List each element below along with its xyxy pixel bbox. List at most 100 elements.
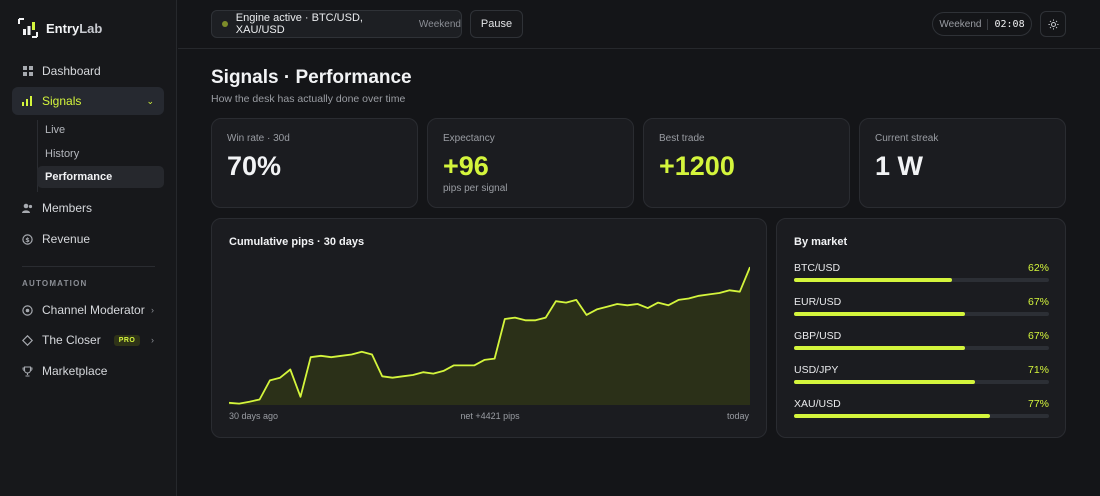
brand-name-rest: Lab xyxy=(79,20,103,36)
sidebar-item-label: Signals xyxy=(42,94,82,108)
stat-value: +1200 xyxy=(659,151,735,181)
market-row: USD/JPY 71% xyxy=(794,364,1049,388)
theme-toggle-button[interactable] xyxy=(1040,11,1066,37)
market-row: XAU/USD 77% xyxy=(794,398,1049,422)
chevron-right-icon: › xyxy=(151,305,154,315)
cumulative-pips-card: Cumulative pips · 30 days 30 days ago ne… xyxy=(211,218,767,438)
market-win-pct: 77% xyxy=(1027,398,1049,410)
subnav-item-live[interactable]: Live xyxy=(37,119,164,141)
market-bar-track xyxy=(794,312,1049,316)
stat-value: +96 xyxy=(443,151,489,181)
subnav-label: History xyxy=(45,148,80,160)
clock-divider xyxy=(987,18,989,30)
chart-series-line xyxy=(229,266,750,405)
svg-text:$: $ xyxy=(25,236,30,244)
sidebar-item-members[interactable]: Members xyxy=(12,194,164,222)
market-bar-fill xyxy=(794,414,991,418)
session-label: Weekend xyxy=(939,18,982,30)
brand-name-bold: Entry xyxy=(46,20,80,36)
sidebar-divider xyxy=(22,266,155,267)
chevron-right-icon: › xyxy=(151,335,154,345)
stat-label: Expectancy xyxy=(443,133,495,144)
automation-section-label: AUTOMATION xyxy=(22,279,88,288)
subnav-item-performance[interactable]: Performance xyxy=(37,166,164,188)
stat-label: Best trade xyxy=(659,133,705,144)
market-win-pct: 71% xyxy=(1027,364,1049,376)
market-row: BTC/USD 62% xyxy=(794,262,1049,286)
sidebar-item-signals[interactable]: Signals ⌄ xyxy=(12,87,164,115)
market-bar-fill xyxy=(794,380,976,384)
stat-card-expectancy: Expectancy +96 pips per signal xyxy=(427,118,634,208)
subnav-label: Performance xyxy=(45,171,113,183)
stat-card-best-trade: Best trade +1200 xyxy=(643,118,850,208)
pro-badge: PRO xyxy=(113,334,141,346)
grid-icon xyxy=(22,66,33,77)
cumulative-pips-chart xyxy=(229,266,750,405)
sidebar-item-revenue[interactable]: $ Revenue xyxy=(12,225,164,253)
page-title: Signals · Performance xyxy=(211,67,412,88)
sidebar-item-channel-moderator[interactable]: Channel Moderator › xyxy=(12,296,164,324)
top-bar: Engine active · BTC/USD, XAU/USD Weekend… xyxy=(178,0,1100,49)
users-icon xyxy=(22,203,33,214)
diamond-icon xyxy=(22,334,33,346)
bar-chart-icon xyxy=(22,96,33,107)
market-win-pct: 67% xyxy=(1027,296,1049,308)
market-name: USD/JPY xyxy=(794,364,839,376)
entrylab-logo-icon xyxy=(18,18,38,38)
chart-area-fill xyxy=(229,267,750,405)
by-market-card: By market BTC/USD 62% EUR/USD 67% GBP/USD 67%… xyxy=(776,218,1066,438)
x-axis-start-label: 30 days ago xyxy=(229,411,279,421)
x-axis-net-label: net +4421 pips xyxy=(460,411,520,421)
market-name: BTC/USD xyxy=(794,262,841,274)
market-name: XAU/USD xyxy=(794,398,841,410)
market-row: EUR/USD 67% xyxy=(794,296,1049,320)
market-bar-track xyxy=(794,414,1049,418)
session-clock-pill: Weekend 02:08 xyxy=(932,12,1032,36)
engine-session-tag: Weekend xyxy=(418,18,461,30)
chevron-down-icon: ⌄ xyxy=(146,95,154,106)
sidebar-item-marketplace[interactable]: Marketplace xyxy=(12,357,164,385)
circle-dot-icon xyxy=(22,304,33,316)
sidebar-item-label: Dashboard xyxy=(42,64,101,78)
status-dot-icon xyxy=(222,21,228,27)
market-bar-fill xyxy=(794,312,965,316)
engine-status-text: Engine active · BTC/USD, XAU/USD xyxy=(235,12,363,36)
sidebar-item-label: Members xyxy=(42,201,93,215)
sidebar-item-label: Marketplace xyxy=(42,364,108,378)
subnav-item-history[interactable]: History xyxy=(37,143,164,165)
subnav-label: Live xyxy=(45,124,66,136)
stat-card-current-streak: Current streak 1 W xyxy=(859,118,1066,208)
chart-title: Cumulative pips · 30 days xyxy=(229,236,365,248)
sidebar-item-label: The Closer xyxy=(42,333,101,347)
stat-value: 70% xyxy=(227,151,282,181)
market-bar-fill xyxy=(794,346,965,350)
market-bar-fill xyxy=(794,278,953,282)
sidebar-item-label: Channel Moderator xyxy=(42,303,145,317)
stat-label: Win rate · 30d xyxy=(227,133,290,144)
stat-label: Current streak xyxy=(875,133,939,144)
market-bar-track xyxy=(794,346,1049,350)
market-row: GBP/USD 67% xyxy=(794,330,1049,354)
sun-icon xyxy=(1048,19,1058,29)
trophy-icon xyxy=(22,365,33,377)
brand-logo[interactable]: EntryLab xyxy=(17,17,102,39)
sidebar-item-the-closer[interactable]: The Closer PRO › xyxy=(12,326,164,354)
sidebar: EntryLab Dashboard Signals ⌄ Live Histor… xyxy=(0,0,177,496)
stat-card-win-rate: Win rate · 30d 70% xyxy=(211,118,418,208)
page-subtitle: How the desk has actually done over time xyxy=(211,93,406,105)
market-win-pct: 62% xyxy=(1027,262,1049,274)
session-clock: 02:08 xyxy=(994,18,1025,30)
market-name: EUR/USD xyxy=(794,296,842,308)
sidebar-item-label: Revenue xyxy=(42,232,91,246)
x-axis-end-label: today xyxy=(726,411,749,421)
engine-status-pill[interactable]: Engine active · BTC/USD, XAU/USD Weekend xyxy=(211,10,462,38)
market-win-pct: 67% xyxy=(1027,330,1049,342)
market-bar-track xyxy=(794,380,1049,384)
subnav-guide-line xyxy=(37,120,38,192)
sidebar-item-dashboard[interactable]: Dashboard xyxy=(12,57,164,85)
pause-button[interactable]: Pause xyxy=(470,10,523,38)
by-market-title: By market xyxy=(794,236,848,248)
dollar-circle-icon: $ xyxy=(22,233,33,245)
market-name: GBP/USD xyxy=(794,330,842,342)
market-bar-track xyxy=(794,278,1049,282)
